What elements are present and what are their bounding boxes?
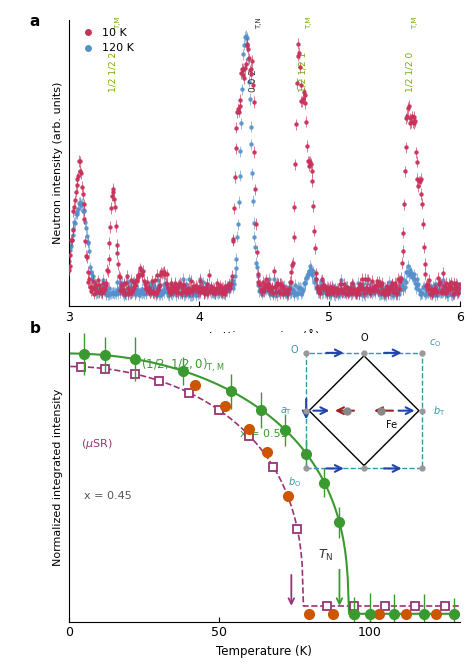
Text: T,M: T,M bbox=[412, 16, 419, 29]
Text: T,N: T,N bbox=[256, 17, 262, 29]
X-axis label: Temperature (K): Temperature (K) bbox=[216, 645, 312, 658]
Text: $T_\mathrm{N}$: $T_\mathrm{N}$ bbox=[318, 548, 333, 563]
X-axis label: Lattice spacing (Å): Lattice spacing (Å) bbox=[209, 329, 319, 344]
Text: b: b bbox=[29, 321, 40, 336]
Y-axis label: Neutron intensity (arb. units): Neutron intensity (arb. units) bbox=[53, 82, 63, 244]
Text: T,M: T,M bbox=[306, 16, 311, 29]
Text: 1/2 1/2 0: 1/2 1/2 0 bbox=[406, 51, 415, 91]
Text: T,M: T,M bbox=[115, 16, 121, 29]
Text: 0 0 2: 0 0 2 bbox=[249, 69, 258, 91]
Text: a: a bbox=[29, 15, 40, 30]
Text: x = 0.51: x = 0.51 bbox=[240, 429, 288, 439]
Y-axis label: Normalized integrated intensity: Normalized integrated intensity bbox=[53, 388, 63, 566]
Text: 1/2 1/2 2: 1/2 1/2 2 bbox=[109, 52, 118, 91]
Text: $(1/2, 1/2, 0)_{\mathrm{T,M}}$: $(1/2, 1/2, 0)_{\mathrm{T,M}}$ bbox=[141, 357, 224, 374]
Legend: 10 K, 120 K: 10 K, 120 K bbox=[74, 26, 136, 56]
Text: x = 0.45: x = 0.45 bbox=[84, 491, 131, 501]
Text: 1/2 1/2 1: 1/2 1/2 1 bbox=[299, 51, 308, 91]
Text: $(\mu\mathrm{SR})$: $(\mu\mathrm{SR})$ bbox=[81, 437, 112, 451]
